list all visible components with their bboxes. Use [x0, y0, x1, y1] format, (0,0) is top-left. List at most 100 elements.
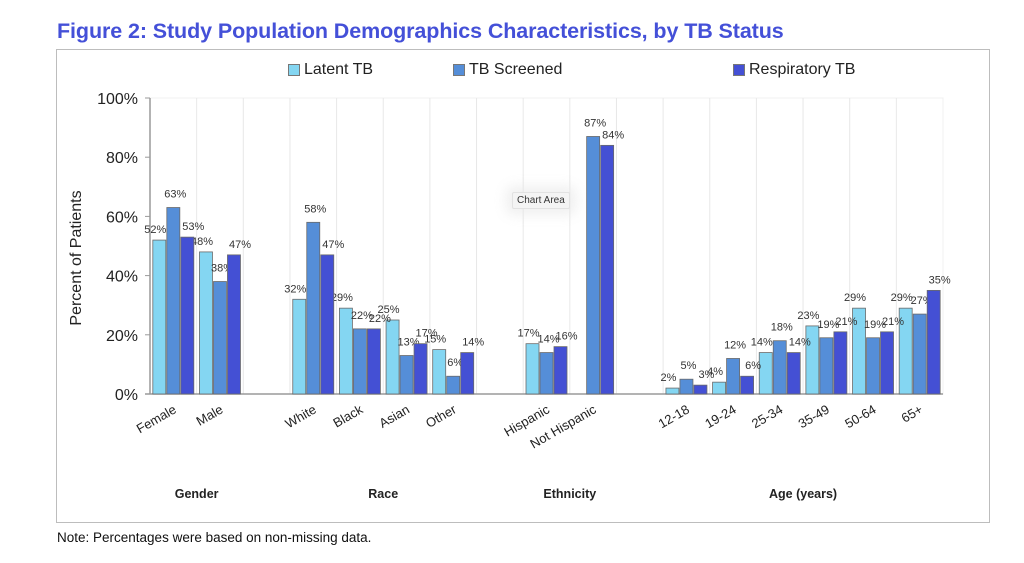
x-tick-label: 65+	[899, 402, 926, 426]
data-label: 21%	[835, 316, 857, 328]
y-tick-label: 0%	[115, 387, 138, 404]
data-label: 4%	[707, 366, 723, 378]
chart-area-tooltip: Chart Area	[512, 192, 570, 209]
y-tick-label: 40%	[106, 269, 138, 286]
bar-tb-screened[interactable]	[772, 340, 787, 395]
bar-respiratory-tb[interactable]	[833, 331, 848, 395]
bar-tb-screened[interactable]	[586, 136, 601, 395]
bar-latent-tb[interactable]	[712, 381, 726, 395]
bar-respiratory-tb[interactable]	[786, 352, 801, 395]
bar-respiratory-tb[interactable]	[227, 254, 241, 395]
bar-respiratory-tb[interactable]	[180, 236, 195, 395]
data-label: 12%	[724, 339, 746, 351]
bar-respiratory-tb[interactable]	[460, 352, 475, 395]
data-label: 84%	[602, 129, 624, 141]
legend-label: TB Screened	[469, 61, 563, 78]
bar-tb-screened[interactable]	[819, 337, 834, 395]
x-tick-label: Asian	[376, 402, 412, 431]
legend-item-latent-tb[interactable]: Latent TB	[288, 61, 373, 79]
group-label: Race	[368, 487, 398, 501]
data-label: 16%	[555, 331, 577, 343]
bar-tb-screened[interactable]	[399, 355, 414, 395]
bar-tb-screened[interactable]	[166, 207, 181, 395]
x-tick-label: Female	[134, 402, 179, 437]
data-label: 19%	[817, 319, 839, 331]
data-label: 21%	[882, 316, 904, 328]
footnote: Note: Percentages were based on non-miss…	[57, 530, 372, 545]
x-tick-label: 50-64	[842, 402, 878, 432]
bar-latent-tb[interactable]	[152, 239, 167, 395]
data-label: 14%	[537, 334, 559, 346]
data-label: 25%	[378, 304, 400, 316]
bar-latent-tb[interactable]	[292, 298, 307, 395]
y-tick-label: 100%	[97, 91, 138, 108]
bar-respiratory-tb[interactable]	[926, 289, 941, 395]
bar-tb-screened[interactable]	[446, 375, 461, 395]
data-label: 5%	[680, 360, 696, 372]
bar-respiratory-tb[interactable]	[740, 375, 754, 395]
data-label: 2%	[660, 372, 676, 384]
data-label: 29%	[331, 292, 353, 304]
bar-tb-screened[interactable]	[306, 221, 321, 395]
legend-label: Latent TB	[304, 61, 374, 78]
data-label: 17%	[416, 328, 438, 340]
data-label: 29%	[844, 292, 866, 304]
figure-title: Figure 2: Study Population Demographics …	[57, 19, 784, 43]
x-tick-label: 25-34	[749, 402, 785, 432]
legend-label: Respiratory TB	[749, 61, 856, 78]
data-label: 35%	[929, 274, 951, 286]
data-label: 52%	[144, 224, 166, 236]
bar-latent-tb[interactable]	[199, 251, 213, 395]
bar-tb-screened[interactable]	[866, 337, 880, 395]
data-label: 47%	[229, 239, 251, 251]
bar-respiratory-tb[interactable]	[693, 384, 708, 395]
bar-latent-tb[interactable]	[339, 307, 353, 395]
bar-latent-tb[interactable]	[385, 319, 400, 395]
data-label: 6%	[745, 360, 761, 372]
y-axis-title: Percent of Patients	[68, 190, 85, 325]
bar-respiratory-tb[interactable]	[413, 343, 428, 395]
y-tick-label: 60%	[106, 209, 138, 226]
bar-tb-screened[interactable]	[726, 358, 740, 395]
chart-frame[interactable]	[56, 49, 990, 523]
data-label: 19%	[864, 319, 886, 331]
y-tick-label: 20%	[106, 328, 138, 345]
bar-latent-tb[interactable]	[432, 349, 447, 395]
data-label: 14%	[462, 337, 484, 349]
x-tick-label: 35-49	[796, 402, 832, 432]
group-label: Gender	[175, 487, 219, 501]
bar-tb-screened[interactable]	[213, 281, 227, 395]
data-label: 22%	[369, 313, 391, 325]
bar-latent-tb[interactable]	[852, 307, 866, 395]
bar-latent-tb[interactable]	[898, 307, 913, 395]
bar-tb-screened[interactable]	[539, 352, 554, 395]
data-label: 6%	[447, 357, 463, 369]
legend-item-respiratory-tb[interactable]: Respiratory TB	[733, 61, 855, 79]
data-label: 23%	[797, 310, 819, 322]
legend-item-tb-screened[interactable]: TB Screened	[453, 61, 562, 79]
bar-tb-screened[interactable]	[912, 313, 927, 395]
bar-respiratory-tb[interactable]	[880, 331, 894, 395]
bar-respiratory-tb[interactable]	[320, 254, 335, 395]
bar-respiratory-tb[interactable]	[367, 328, 381, 395]
legend-swatch-icon	[453, 64, 465, 76]
bar-respiratory-tb[interactable]	[600, 144, 615, 395]
bar-respiratory-tb[interactable]	[553, 346, 568, 395]
data-label: 17%	[517, 328, 539, 340]
bar-latent-tb[interactable]	[525, 343, 540, 395]
bar-latent-tb[interactable]	[758, 352, 773, 395]
x-tick-label: 19-24	[702, 402, 738, 432]
data-label: 32%	[284, 283, 306, 295]
x-tick-label: White	[282, 402, 318, 432]
bar-tb-screened[interactable]	[679, 378, 694, 395]
data-label: 18%	[771, 322, 793, 334]
bar-latent-tb[interactable]	[805, 325, 820, 395]
legend-swatch-icon	[733, 64, 745, 76]
data-label: 63%	[164, 189, 186, 201]
x-tick-label: 12-18	[656, 402, 692, 432]
bar-latent-tb[interactable]	[665, 387, 680, 395]
data-label: 15%	[424, 334, 446, 346]
x-tick-label: Male	[194, 402, 226, 429]
bar-tb-screened[interactable]	[353, 328, 367, 395]
